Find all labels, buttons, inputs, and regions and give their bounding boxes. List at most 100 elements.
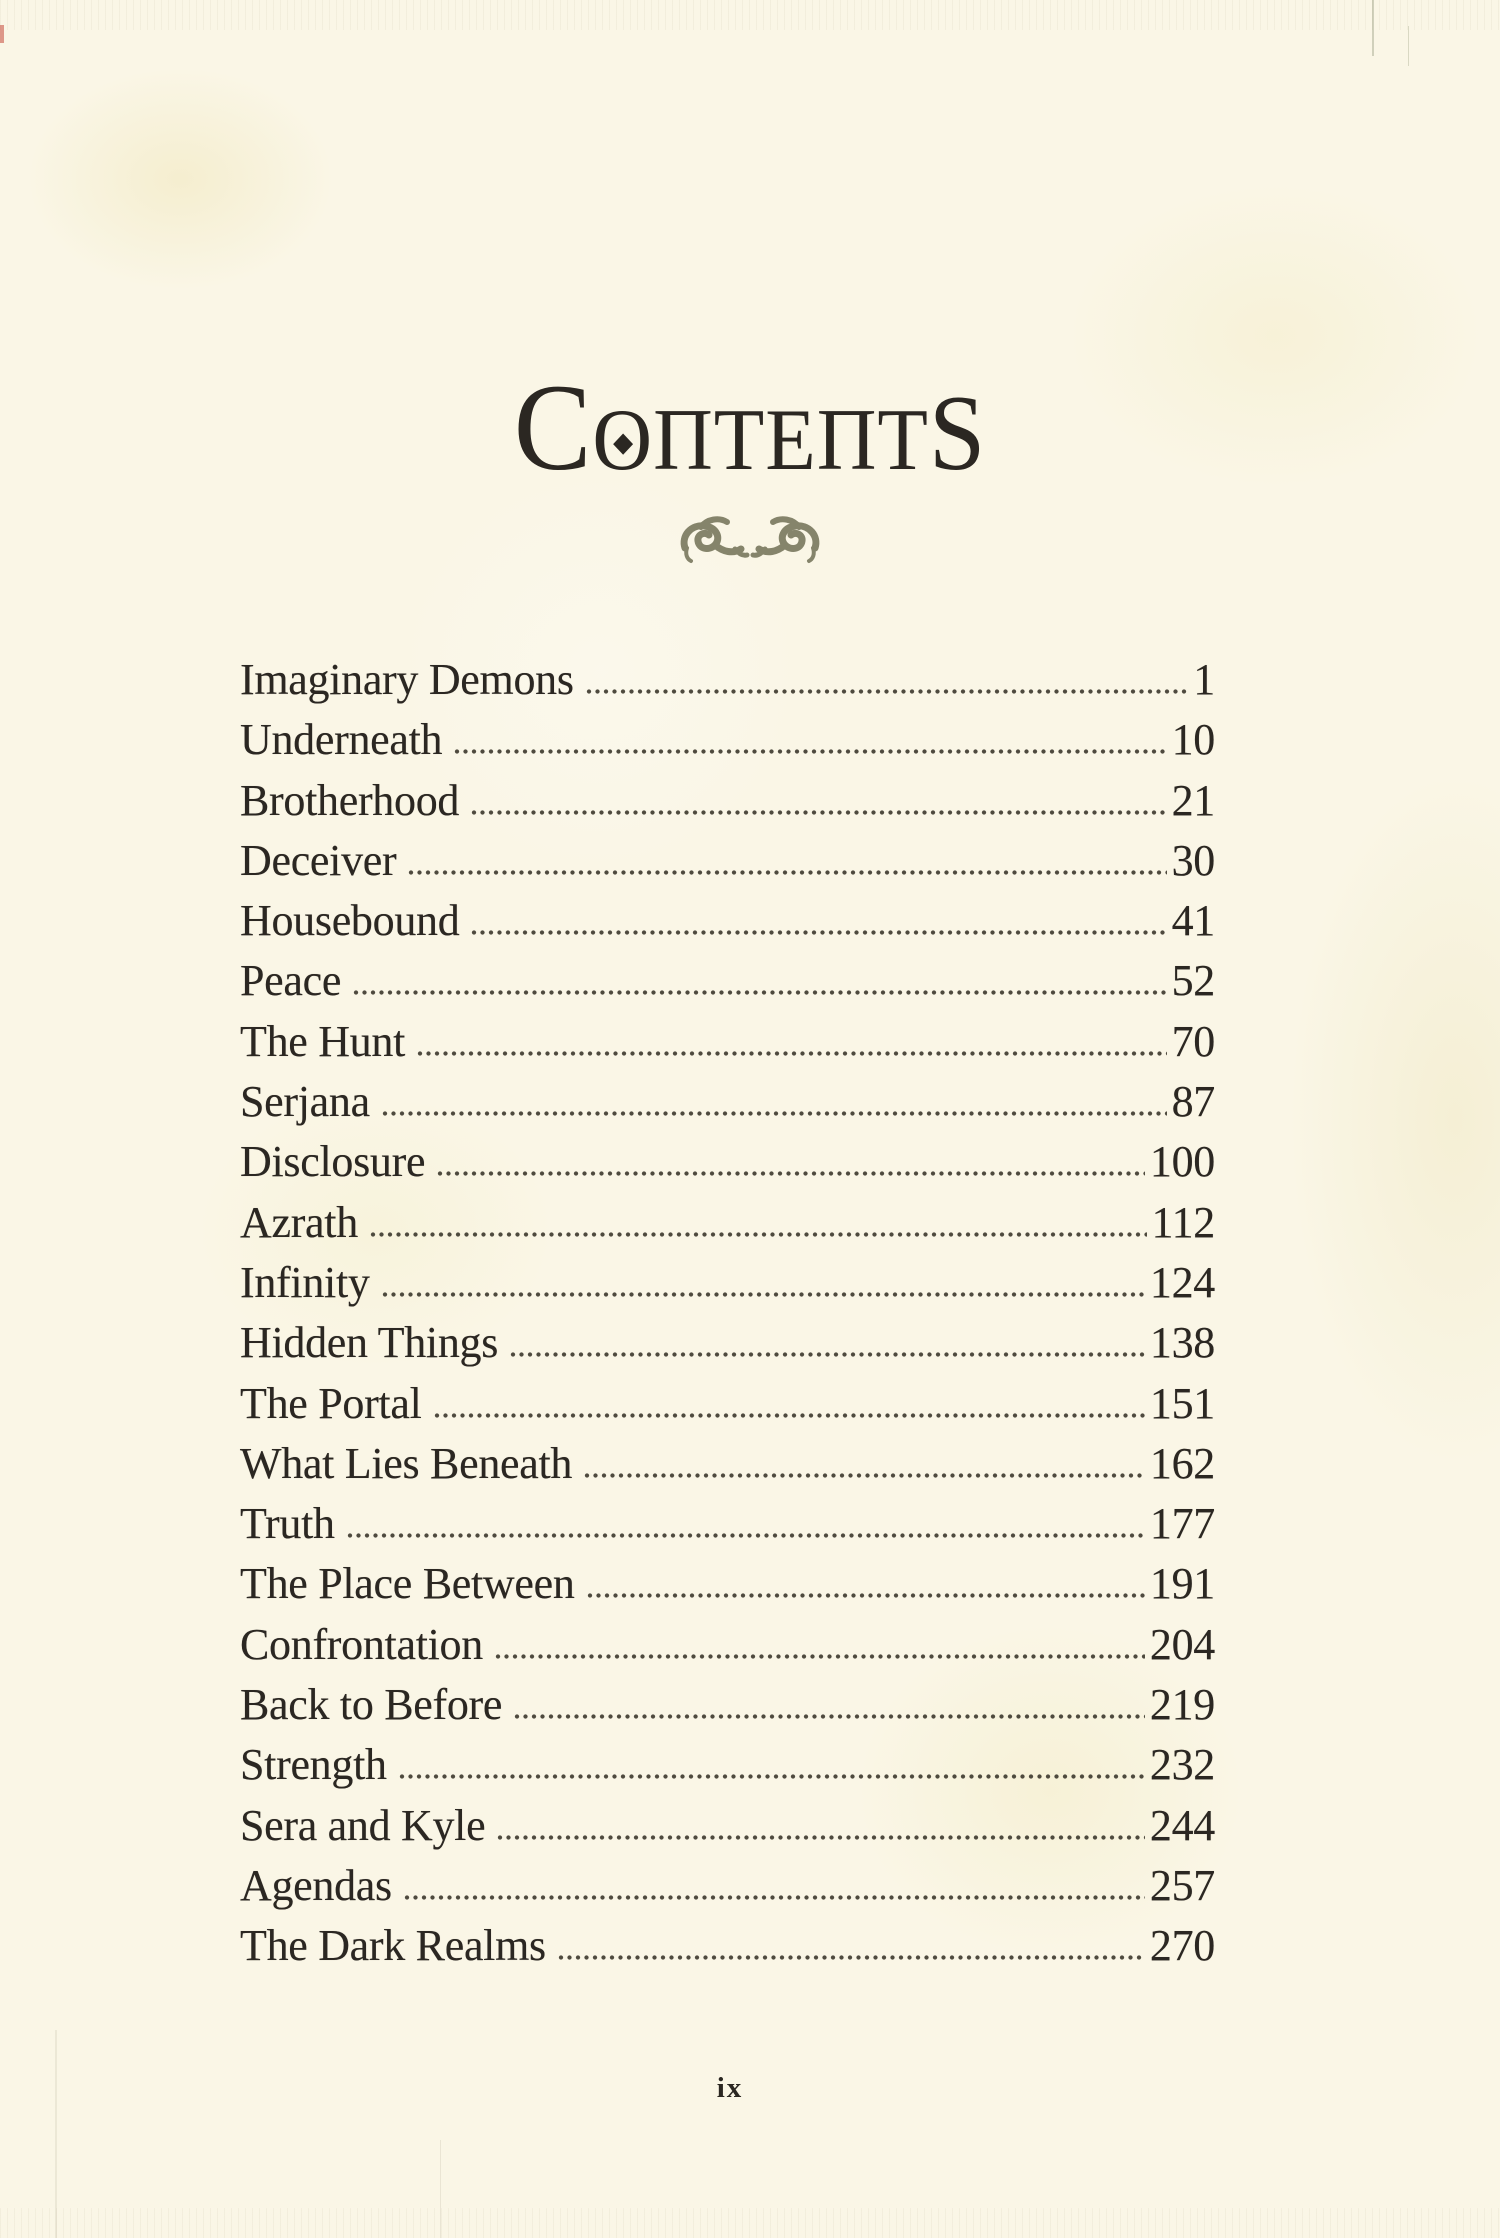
- dot-leader: [369, 1231, 1147, 1237]
- toc-entry-label: Infinity: [240, 1257, 370, 1307]
- dot-leader: [557, 1955, 1145, 1961]
- title-letter: O: [592, 397, 653, 485]
- toc-entry: Truth 177: [240, 1494, 1215, 1554]
- toc-entry: Underneath 10: [240, 710, 1215, 770]
- toc-entry-label: Imaginary Demons: [240, 655, 574, 704]
- paper-texture: [0, 0, 1500, 30]
- toc-entry-label: Agendas: [240, 1860, 392, 1910]
- toc-entry-page: 70: [1171, 1016, 1216, 1066]
- toc-entry: Strength 232: [240, 1735, 1215, 1795]
- toc-entry: Disclosure 100: [240, 1132, 1215, 1192]
- toc-entry: The Portal 151: [240, 1374, 1215, 1434]
- toc-entry-page: 219: [1149, 1680, 1215, 1730]
- toc-entry: Deceiver 30: [240, 831, 1215, 891]
- toc-entry-label: The Dark Realms: [240, 1921, 546, 1971]
- o-diamond-icon: [612, 433, 633, 455]
- toc-entry-page: 112: [1151, 1197, 1216, 1247]
- fleuron-ornament-icon: [675, 514, 825, 570]
- dot-leader: [585, 689, 1189, 694]
- toc-entry-page: 21: [1171, 775, 1216, 825]
- toc-entry-label: Azrath: [240, 1197, 358, 1247]
- toc-entry-page: 244: [1149, 1800, 1215, 1850]
- toc-entry-label: Strength: [240, 1740, 387, 1790]
- dot-leader: [586, 1593, 1145, 1599]
- title-letter: Π: [816, 392, 878, 489]
- toc-entry-label: What Lies Beneath: [240, 1438, 573, 1488]
- page-title: COΠTEΠTS: [45, 366, 1455, 490]
- dot-leader: [433, 1412, 1145, 1418]
- toc-entry: Sera and Kyle 244: [240, 1796, 1215, 1856]
- toc-entry-page: 191: [1149, 1559, 1215, 1609]
- toc-entry-page: 100: [1149, 1137, 1215, 1187]
- dot-leader: [471, 809, 1167, 815]
- toc-entry-page: 177: [1149, 1499, 1215, 1549]
- toc-entry: Confrontation 204: [240, 1615, 1215, 1675]
- folio-page-number: ix: [716, 2072, 744, 2104]
- toc-entry-label: Confrontation: [240, 1619, 483, 1669]
- scan-artifact: [0, 25, 4, 43]
- scan-artifact: [55, 2030, 57, 2238]
- toc-entry: What Lies Beneath 162: [240, 1434, 1215, 1494]
- toc-entry: The Dark Realms 270: [240, 1916, 1215, 1976]
- toc-entry-page: 52: [1171, 956, 1216, 1006]
- title-letter: Π: [653, 392, 714, 489]
- toc-entry: The Hunt 70: [240, 1012, 1215, 1072]
- toc-entry-page: 270: [1149, 1921, 1215, 1971]
- toc-entry-page: 151: [1149, 1378, 1215, 1428]
- toc-entry-page: 41: [1171, 896, 1216, 946]
- toc-entry-page: 138: [1149, 1318, 1215, 1368]
- title-letter: E: [765, 392, 817, 489]
- title-letter: C: [513, 359, 593, 496]
- toc-entry-label: Underneath: [240, 715, 443, 765]
- dot-leader: [584, 1472, 1145, 1478]
- dot-leader: [510, 1352, 1145, 1358]
- toc-entry-page: 204: [1149, 1619, 1215, 1669]
- dot-leader: [494, 1653, 1145, 1659]
- toc-entry-label: Peace: [240, 956, 342, 1006]
- toc-entry: Brotherhood 21: [240, 771, 1215, 831]
- toc-entry-page: 87: [1171, 1077, 1216, 1127]
- dot-leader: [398, 1774, 1145, 1780]
- table-of-contents: Imaginary Demons 1 Underneath 10 Brotherhood…: [240, 650, 1215, 1977]
- toc-entry-page: 30: [1171, 835, 1216, 885]
- paper-texture: [0, 2208, 1500, 2238]
- dot-leader: [417, 1050, 1167, 1056]
- dot-leader: [381, 1111, 1167, 1117]
- dot-leader: [514, 1714, 1145, 1720]
- toc-entry-label: Brotherhood: [240, 775, 460, 825]
- toc-entry: Peace 52: [240, 951, 1215, 1011]
- dot-leader: [454, 749, 1167, 755]
- title-letter: T: [713, 392, 766, 489]
- scan-artifact: [1372, 0, 1374, 56]
- toc-entry: Serjana 87: [240, 1072, 1215, 1132]
- toc-entry-label: The Portal: [240, 1378, 422, 1428]
- toc-entry-page: 257: [1149, 1860, 1215, 1910]
- dot-leader: [437, 1171, 1145, 1177]
- dot-leader: [353, 990, 1167, 996]
- toc-entry-label: Disclosure: [240, 1137, 426, 1187]
- toc-entry-label: The Hunt: [240, 1016, 406, 1066]
- toc-entry-label: Serjana: [240, 1077, 370, 1127]
- toc-entry-label: Deceiver: [240, 835, 397, 885]
- toc-entry: The Place Between 191: [240, 1554, 1215, 1614]
- toc-entry: Agendas 257: [240, 1856, 1215, 1916]
- title-letter: S: [928, 374, 987, 493]
- toc-entry: Hidden Things 138: [240, 1313, 1215, 1373]
- toc-entry-page: 232: [1149, 1740, 1215, 1790]
- toc-entry: Azrath 112: [240, 1193, 1215, 1253]
- toc-entry-label: Hidden Things: [240, 1318, 499, 1368]
- toc-entry: Imaginary Demons 1: [240, 650, 1215, 710]
- dot-leader: [471, 930, 1167, 936]
- toc-entry-page: 10: [1171, 715, 1216, 765]
- toc-entry-label: Housebound: [240, 896, 460, 946]
- toc-entry: Housebound 41: [240, 891, 1215, 951]
- dot-leader: [497, 1834, 1145, 1840]
- toc-entry-page: 1: [1193, 655, 1215, 704]
- scan-artifact: [440, 2140, 441, 2238]
- toc-entry-label: Back to Before: [240, 1680, 503, 1730]
- toc-entry: Infinity 124: [240, 1253, 1215, 1313]
- toc-entry-label: Sera and Kyle: [240, 1800, 486, 1850]
- toc-entry-page: 124: [1149, 1257, 1215, 1307]
- toc-entry-label: Truth: [240, 1499, 335, 1549]
